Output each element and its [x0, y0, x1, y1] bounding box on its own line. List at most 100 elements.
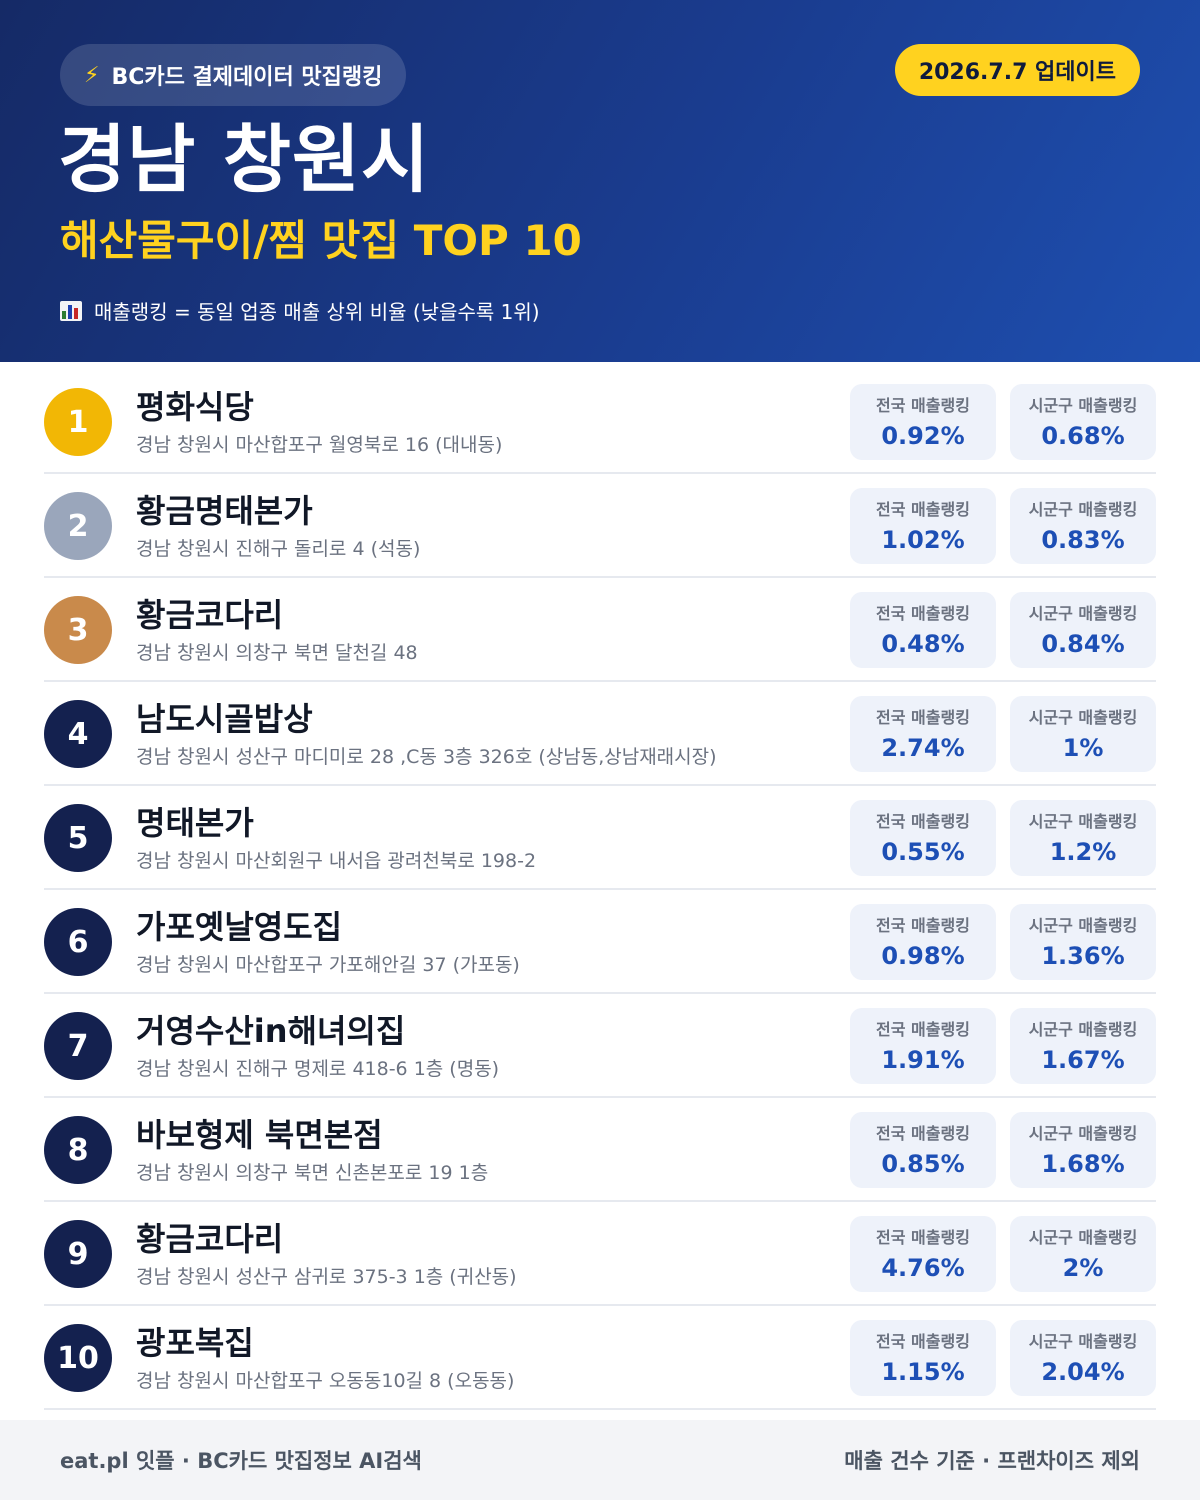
local-ranking-value: 1%: [1062, 734, 1104, 762]
region-title: 경남 창원시: [58, 117, 431, 203]
restaurant-name[interactable]: 평화식당: [136, 388, 254, 426]
rank-badge: 9: [44, 1220, 112, 1288]
rank-badge: 7: [44, 1012, 112, 1080]
national-ranking-label: 전국 매출랭킹: [876, 708, 970, 727]
local-ranking-value: 1.68%: [1041, 1150, 1125, 1178]
restaurant-row[interactable]: 9 황금코다리 경남 창원시 성산구 삼귀로 375-3 1층 (귀산동) 전국…: [44, 1202, 1156, 1306]
local-ranking-label: 시군구 매출랭킹: [1028, 1228, 1138, 1247]
restaurant-row[interactable]: 4 남도시골밥상 경남 창원시 성산구 마디미로 28 ,C동 3층 326호 …: [44, 682, 1156, 786]
national-ranking-card: 전국 매출랭킹 1.02%: [850, 488, 996, 564]
local-ranking-card: 시군구 매출랭킹 2%: [1010, 1216, 1156, 1292]
local-ranking-label: 시군구 매출랭킹: [1028, 1020, 1138, 1039]
local-ranking-value: 2%: [1062, 1254, 1104, 1282]
national-ranking-label: 전국 매출랭킹: [876, 1020, 970, 1039]
national-ranking-card: 전국 매출랭킹 4.76%: [850, 1216, 996, 1292]
bar-chart-icon: [60, 300, 82, 321]
national-ranking-value: 0.55%: [881, 838, 965, 866]
local-ranking-card: 시군구 매출랭킹 1%: [1010, 696, 1156, 772]
legend-text: 매출랭킹 = 동일 업종 매출 상위 비율 (낮을수록 1위): [94, 300, 540, 324]
local-ranking-value: 2.04%: [1041, 1358, 1125, 1386]
restaurant-address: 경남 창원시 마산합포구 가포해안길 37 (가포동): [136, 954, 520, 976]
restaurant-name[interactable]: 황금코다리: [136, 596, 284, 634]
local-ranking-card: 시군구 매출랭킹 0.83%: [1010, 488, 1156, 564]
restaurant-address: 경남 창원시 진해구 돌리로 4 (석동): [136, 538, 421, 560]
restaurant-name[interactable]: 남도시골밥상: [136, 700, 313, 738]
local-ranking-label: 시군구 매출랭킹: [1028, 396, 1138, 415]
local-ranking-label: 시군구 매출랭킹: [1028, 916, 1138, 935]
national-ranking-label: 전국 매출랭킹: [876, 604, 970, 623]
national-ranking-label: 전국 매출랭킹: [876, 1228, 970, 1247]
national-ranking-value: 2.74%: [881, 734, 965, 762]
local-ranking-label: 시군구 매출랭킹: [1028, 1124, 1138, 1143]
restaurant-list: 1 평화식당 경남 창원시 마산합포구 월영북로 16 (대내동) 전국 매출랭…: [44, 370, 1156, 1410]
national-ranking-label: 전국 매출랭킹: [876, 812, 970, 831]
local-ranking-value: 1.67%: [1041, 1046, 1125, 1074]
restaurant-address: 경남 창원시 진해구 명제로 418-6 1층 (명동): [136, 1058, 500, 1080]
restaurant-row[interactable]: 1 평화식당 경남 창원시 마산합포구 월영북로 16 (대내동) 전국 매출랭…: [44, 370, 1156, 474]
source-badge: ⚡ BC카드 결제데이터 맛집랭킹: [60, 44, 407, 106]
restaurant-name[interactable]: 황금명태본가: [136, 492, 313, 530]
header-banner: ⚡ BC카드 결제데이터 맛집랭킹 2026.7.7 업데이트 경남 창원시 해…: [0, 0, 1200, 362]
restaurant-name[interactable]: 명태본가: [136, 804, 254, 842]
national-ranking-label: 전국 매출랭킹: [876, 1332, 970, 1351]
lightning-icon: ⚡: [84, 62, 100, 88]
rank-badge: 2: [44, 492, 112, 560]
restaurant-row[interactable]: 2 황금명태본가 경남 창원시 진해구 돌리로 4 (석동) 전국 매출랭킹 1.…: [44, 474, 1156, 578]
rank-badge: 6: [44, 908, 112, 976]
restaurant-row[interactable]: 3 황금코다리 경남 창원시 의창구 북면 달천길 48 전국 매출랭킹 0.48…: [44, 578, 1156, 682]
restaurant-row[interactable]: 5 명태본가 경남 창원시 마산회원구 내서읍 광려천북로 198-2 전국 매…: [44, 786, 1156, 890]
restaurant-name[interactable]: 거영수산in해녀의집: [136, 1012, 406, 1050]
source-label: BC카드 결제데이터 맛집랭킹: [111, 65, 383, 90]
restaurant-address: 경남 창원시 마산회원구 내서읍 광려천북로 198-2: [136, 850, 537, 872]
category-title: 해산물구이/찜 맛집 TOP 10: [60, 216, 582, 265]
national-ranking-card: 전국 매출랭킹 1.91%: [850, 1008, 996, 1084]
local-ranking-value: 1.36%: [1041, 942, 1125, 970]
local-ranking-label: 시군구 매출랭킹: [1028, 1332, 1138, 1351]
restaurant-name[interactable]: 황금코다리: [136, 1220, 284, 1258]
national-ranking-card: 전국 매출랭킹 0.98%: [850, 904, 996, 980]
local-ranking-value: 0.84%: [1041, 630, 1125, 658]
restaurant-name[interactable]: 광포복집: [136, 1324, 254, 1362]
local-ranking-card: 시군구 매출랭킹 1.68%: [1010, 1112, 1156, 1188]
footer: eat.pl 잇플 · BC카드 맛집정보 AI검색 매출 건수 기준 · 프랜…: [0, 1420, 1200, 1500]
restaurant-row[interactable]: 6 가포옛날영도집 경남 창원시 마산합포구 가포해안길 37 (가포동) 전국…: [44, 890, 1156, 994]
local-ranking-card: 시군구 매출랭킹 0.84%: [1010, 592, 1156, 668]
local-ranking-label: 시군구 매출랭킹: [1028, 604, 1138, 623]
footer-source: eat.pl 잇플 · BC카드 맛집정보 AI검색: [60, 1449, 422, 1473]
rank-badge: 4: [44, 700, 112, 768]
national-ranking-card: 전국 매출랭킹 0.48%: [850, 592, 996, 668]
national-ranking-card: 전국 매출랭킹 0.92%: [850, 384, 996, 460]
rank-badge: 3: [44, 596, 112, 664]
national-ranking-label: 전국 매출랭킹: [876, 1124, 970, 1143]
national-ranking-label: 전국 매출랭킹: [876, 500, 970, 519]
national-ranking-label: 전국 매출랭킹: [876, 396, 970, 415]
national-ranking-value: 0.85%: [881, 1150, 965, 1178]
restaurant-row[interactable]: 8 바보형제 북면본점 경남 창원시 의창구 북면 신촌본포로 19 1층 전국…: [44, 1098, 1156, 1202]
local-ranking-card: 시군구 매출랭킹 1.36%: [1010, 904, 1156, 980]
local-ranking-value: 0.68%: [1041, 422, 1125, 450]
local-ranking-card: 시군구 매출랭킹 0.68%: [1010, 384, 1156, 460]
national-ranking-card: 전국 매출랭킹 0.55%: [850, 800, 996, 876]
national-ranking-card: 전국 매출랭킹 2.74%: [850, 696, 996, 772]
national-ranking-value: 1.02%: [881, 526, 965, 554]
local-ranking-label: 시군구 매출랭킹: [1028, 500, 1138, 519]
local-ranking-value: 1.2%: [1049, 838, 1117, 866]
restaurant-row[interactable]: 10 광포복집 경남 창원시 마산합포구 오동동10길 8 (오동동) 전국 매…: [44, 1306, 1156, 1410]
national-ranking-label: 전국 매출랭킹: [876, 916, 970, 935]
restaurant-name[interactable]: 가포옛날영도집: [136, 908, 343, 946]
local-ranking-label: 시군구 매출랭킹: [1028, 708, 1138, 727]
national-ranking-value: 1.15%: [881, 1358, 965, 1386]
restaurant-name[interactable]: 바보형제 북면본점: [136, 1116, 383, 1154]
local-ranking-card: 시군구 매출랭킹 1.2%: [1010, 800, 1156, 876]
restaurant-address: 경남 창원시 의창구 북면 달천길 48: [136, 642, 418, 664]
national-ranking-value: 4.76%: [881, 1254, 965, 1282]
national-ranking-value: 0.92%: [881, 422, 965, 450]
restaurant-address: 경남 창원시 의창구 북면 신촌본포로 19 1층: [136, 1162, 489, 1184]
restaurant-row[interactable]: 7 거영수산in해녀의집 경남 창원시 진해구 명제로 418-6 1층 (명동…: [44, 994, 1156, 1098]
restaurant-address: 경남 창원시 성산구 삼귀로 375-3 1층 (귀산동): [136, 1266, 517, 1288]
rank-badge: 5: [44, 804, 112, 872]
footer-note: 매출 건수 기준 · 프랜차이즈 제외: [844, 1449, 1140, 1473]
restaurant-address: 경남 창원시 마산합포구 월영북로 16 (대내동): [136, 434, 503, 456]
local-ranking-card: 시군구 매출랭킹 1.67%: [1010, 1008, 1156, 1084]
national-ranking-value: 1.91%: [881, 1046, 965, 1074]
